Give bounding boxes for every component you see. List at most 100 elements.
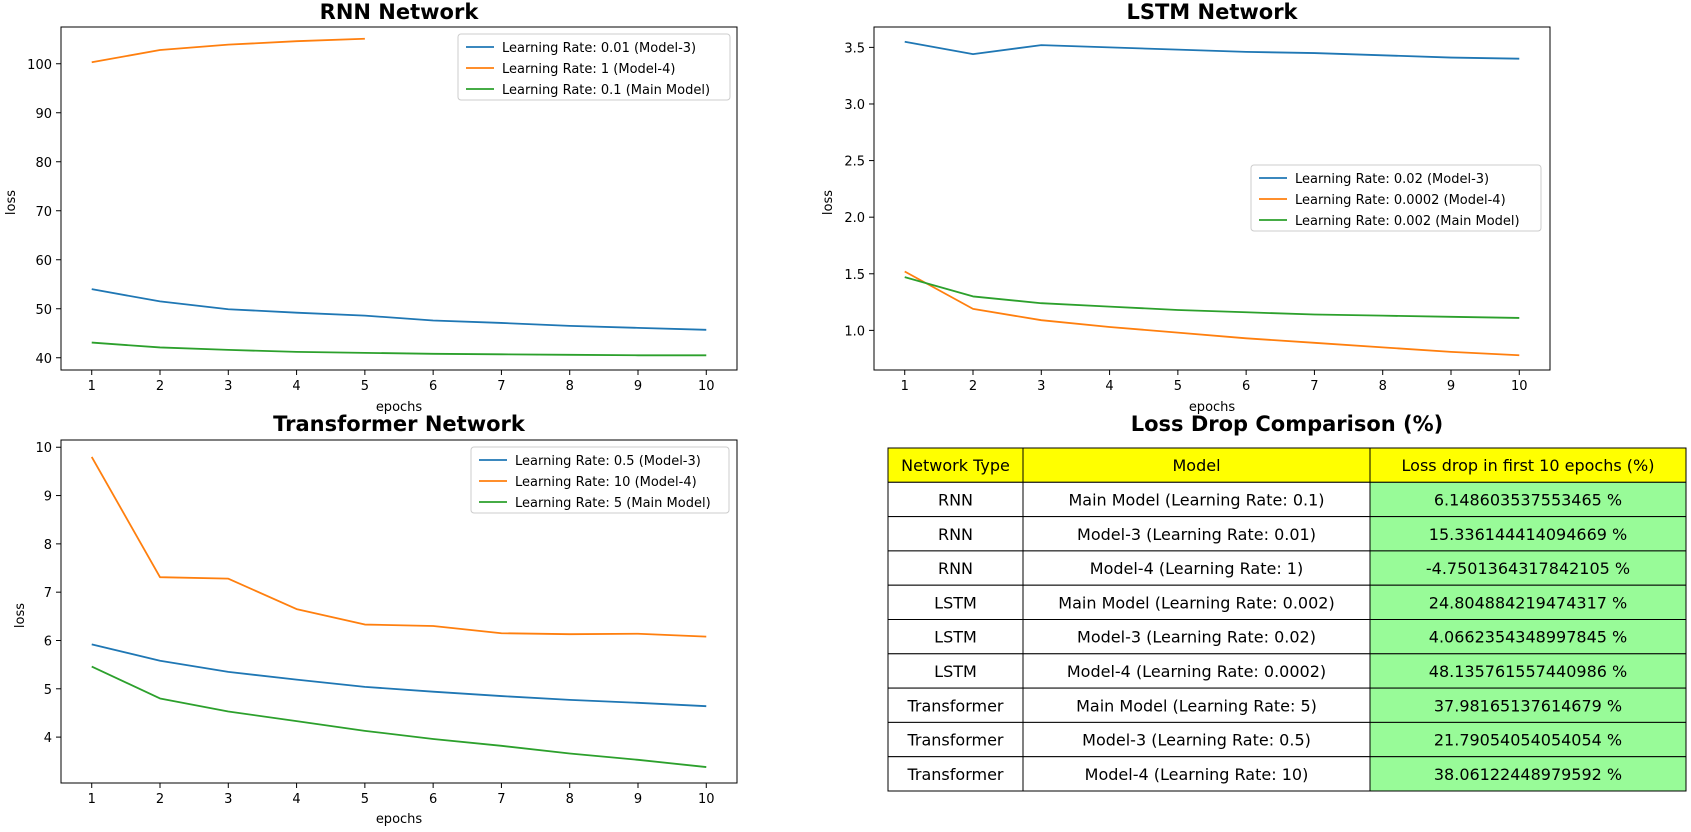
table-header-label: Model bbox=[1172, 456, 1220, 475]
table-cell-text: LSTM bbox=[934, 662, 977, 681]
lstm-legend-label-2: Learning Rate: 0.0002 (Model-4) bbox=[1295, 193, 1506, 208]
lstm-x-tick-label: 9 bbox=[1447, 379, 1455, 394]
transformer-y-tick-label: 9 bbox=[44, 490, 52, 505]
table-cell bbox=[1022, 619, 1371, 655]
transformer-chart-title: Transformer Network bbox=[273, 412, 526, 436]
lstm-x-axis-label: epochs bbox=[1189, 400, 1236, 415]
lstm-legend: Learning Rate: 0.02 (Model-3) Learning Ra… bbox=[1250, 164, 1542, 232]
lstm-x-tick-label: 7 bbox=[1310, 379, 1318, 394]
rnn-x-tick-label: 9 bbox=[634, 379, 642, 394]
table-cell-text: 6.148603537553465 % bbox=[1434, 490, 1622, 509]
lstm-series-line-2 bbox=[904, 270, 1520, 357]
lstm-chart: LSTM Network 1 2 3 4 5 6 7 8 9 10 1.0 1.5 2.0 2.5 3.0 3.… bbox=[821, 0, 1551, 415]
table-cell bbox=[1369, 584, 1687, 621]
table-cell-text: RNN bbox=[938, 490, 973, 509]
rnn-y-tick-label: 80 bbox=[35, 156, 52, 171]
table-cell bbox=[887, 619, 1024, 655]
transformer-x-tick-label: 3 bbox=[224, 792, 232, 807]
rnn-x-tick-label: 3 bbox=[224, 379, 232, 394]
table-cell bbox=[1022, 653, 1371, 689]
table-cell-text: Transformer bbox=[906, 765, 1003, 784]
rnn-y-tick-label: 90 bbox=[35, 107, 52, 122]
lstm-series-line-3 bbox=[904, 276, 1520, 319]
transformer-plot-frame bbox=[60, 439, 738, 784]
lstm-y-tick-label: 2.0 bbox=[844, 211, 865, 226]
rnn-y-tick-label: 60 bbox=[35, 254, 52, 269]
transformer-legend-box bbox=[470, 446, 730, 514]
lstm-legend-label-1: Learning Rate: 0.02 (Model-3) bbox=[1295, 172, 1489, 187]
rnn-y-tick-label: 100 bbox=[27, 58, 52, 73]
table-cell-text: 21.79054054054054 % bbox=[1434, 731, 1622, 750]
lstm-x-tick-label: 10 bbox=[1511, 379, 1528, 394]
transformer-x-tick-label: 5 bbox=[361, 792, 369, 807]
table-cell bbox=[1022, 687, 1371, 723]
table-cell bbox=[1369, 653, 1687, 689]
transformer-y-tick-label: 7 bbox=[44, 586, 52, 601]
rnn-legend: Learning Rate: 0.01 (Model-3) Learning Ra… bbox=[457, 33, 731, 101]
table-cell-text: Transformer bbox=[906, 696, 1003, 715]
table-cell-text: 48.135761557440986 % bbox=[1429, 662, 1627, 681]
table-header-label: Loss drop in first 10 epochs (%) bbox=[1402, 456, 1655, 475]
table-cell bbox=[1022, 481, 1371, 518]
table-cell-text: Main Model (Learning Rate: 0.002) bbox=[1058, 593, 1334, 612]
table-header-cell bbox=[1369, 447, 1687, 483]
table-cell-text: Model-3 (Learning Rate: 0.01) bbox=[1077, 525, 1316, 544]
rnn-series-line-1 bbox=[91, 288, 707, 331]
table-title: Loss Drop Comparison (%) bbox=[1131, 412, 1444, 436]
transformer-y-tick-label: 10 bbox=[35, 441, 52, 456]
loss-drop-table: Loss Drop Comparison (%) Network Type Mode… bbox=[887, 412, 1687, 792]
lstm-plot-frame bbox=[873, 26, 1551, 371]
table-cell-text: 15.336144414094669 % bbox=[1429, 525, 1627, 544]
transformer-legend-label-2: Learning Rate: 10 (Model-4) bbox=[515, 475, 697, 490]
table-cell bbox=[1369, 756, 1687, 792]
table-cell-text: Model-4 (Learning Rate: 1) bbox=[1090, 559, 1303, 578]
transformer-series-line-2 bbox=[90, 456, 707, 638]
transformer-legend-label-3: Learning Rate: 5 (Main Model) bbox=[515, 496, 711, 511]
table-cell-text: 37.98165137614679 % bbox=[1434, 696, 1622, 715]
transformer-series-line-1 bbox=[91, 643, 707, 708]
rnn-x-tick-label: 4 bbox=[292, 379, 300, 394]
table-cell bbox=[887, 516, 1024, 552]
rnn-legend-box bbox=[457, 33, 731, 101]
table-cell bbox=[1369, 619, 1687, 655]
transformer-y-tick-label: 8 bbox=[44, 538, 52, 553]
rnn-plot-frame bbox=[60, 26, 738, 371]
rnn-x-tick-label: 10 bbox=[698, 379, 715, 394]
rnn-legend-label-3: Learning Rate: 0.1 (Main Model) bbox=[502, 83, 710, 98]
table-cell-text: Model-4 (Learning Rate: 0.0002) bbox=[1067, 662, 1326, 681]
table-cell-text: LSTM bbox=[934, 628, 977, 647]
lstm-x-tick-label: 6 bbox=[1242, 379, 1250, 394]
table-cell-text: Model-3 (Learning Rate: 0.02) bbox=[1077, 628, 1316, 647]
rnn-x-tick-label: 7 bbox=[497, 379, 505, 394]
rnn-x-axis-label: epochs bbox=[376, 400, 423, 415]
lstm-x-tick-label: 2 bbox=[969, 379, 977, 394]
table-cell-text: 24.804884219474317 % bbox=[1429, 593, 1627, 612]
rnn-x-tick-label: 6 bbox=[429, 379, 437, 394]
transformer-x-tick-label: 6 bbox=[429, 792, 437, 807]
table-cell-text: Model-4 (Learning Rate: 10) bbox=[1085, 765, 1309, 784]
transformer-x-tick-label: 9 bbox=[634, 792, 642, 807]
table-cell bbox=[1369, 550, 1687, 586]
table-cell-text: 4.0662354348997845 % bbox=[1429, 628, 1627, 647]
rnn-legend-label-1: Learning Rate: 0.01 (Model-3) bbox=[502, 41, 696, 56]
lstm-x-tick-label: 1 bbox=[901, 379, 909, 394]
lstm-chart-title: LSTM Network bbox=[1126, 0, 1298, 24]
table-cell-text: Transformer bbox=[906, 731, 1003, 750]
transformer-legend-label-1: Learning Rate: 0.5 (Model-3) bbox=[515, 454, 701, 469]
rnn-x-tick-label: 5 bbox=[361, 379, 369, 394]
transformer-x-tick-label: 10 bbox=[698, 792, 715, 807]
lstm-y-tick-label: 3.5 bbox=[844, 41, 865, 56]
table-header-cell bbox=[887, 447, 1024, 483]
rnn-series-line-2 bbox=[91, 37, 365, 64]
lstm-legend-label-3: Learning Rate: 0.002 (Main Model) bbox=[1295, 214, 1520, 229]
table-cell bbox=[1369, 721, 1687, 758]
lstm-series-line-1 bbox=[904, 40, 1520, 60]
transformer-legend: Learning Rate: 0.5 (Model-3) Learning Rat… bbox=[470, 446, 730, 514]
transformer-series-line-3 bbox=[91, 665, 707, 768]
rnn-y-tick-label: 40 bbox=[35, 352, 52, 367]
table-cell-text: -4.7501364317842105 % bbox=[1426, 559, 1630, 578]
transformer-y-tick-label: 4 bbox=[44, 731, 52, 746]
lstm-x-tick-label: 4 bbox=[1105, 379, 1113, 394]
transformer-x-tick-label: 4 bbox=[292, 792, 300, 807]
